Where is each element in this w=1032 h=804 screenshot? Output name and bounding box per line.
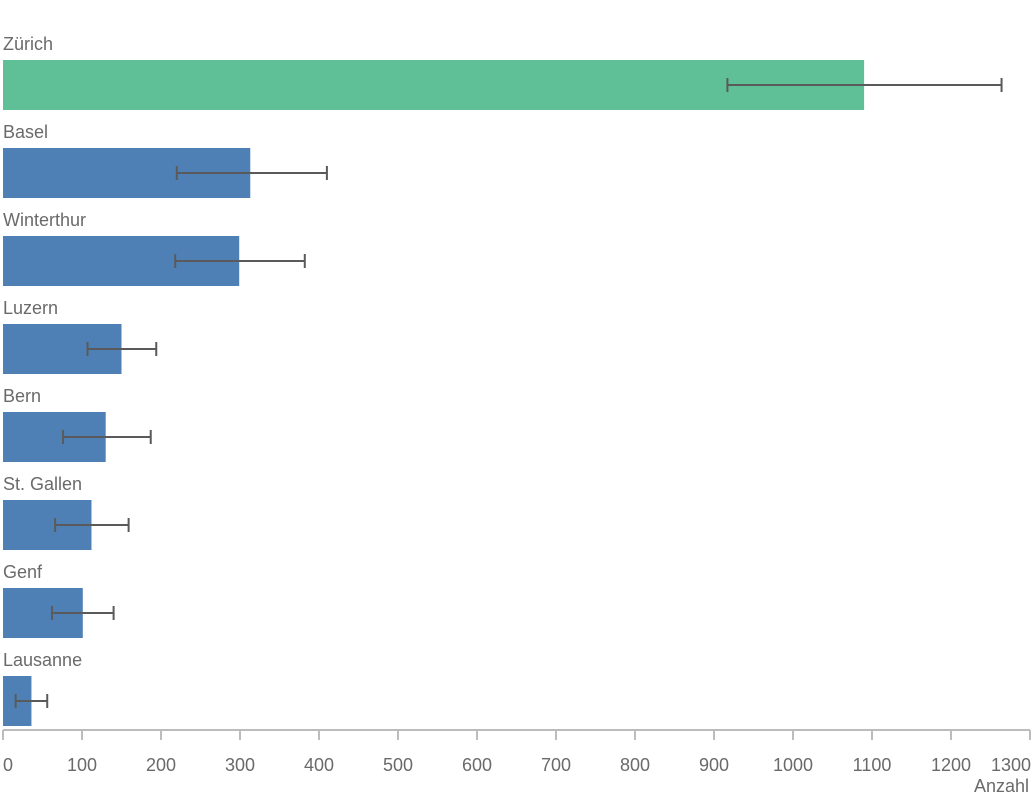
x-tick-label: 900 [699,755,729,775]
x-tick-label: 1300 [991,755,1031,775]
x-axis-title: Anzahl [974,776,1029,796]
x-tick-label: 100 [67,755,97,775]
category-label: Genf [3,562,43,582]
x-tick-label: 800 [620,755,650,775]
x-tick-label: 1100 [853,755,892,775]
x-tick-label: 1200 [931,755,971,775]
bar-row: Bern [3,386,152,462]
bar-row: Genf [3,562,115,638]
x-tick-label: 600 [462,755,492,775]
category-label: Basel [3,122,48,142]
x-tick-label: 200 [146,755,176,775]
bars-group: Zürich Basel Winterthur Luzern Bern St. Galle… [3,34,1003,726]
category-label: Luzern [3,298,58,318]
x-tick-label: 1000 [773,755,813,775]
category-label: Lausanne [3,650,82,670]
error-bar [175,166,328,180]
x-tick-label: 700 [541,755,571,775]
bar-row: St. Gallen [3,474,130,550]
error-bar [174,254,306,268]
bar-row: Zürich [3,34,1003,110]
category-label: Zürich [3,34,53,54]
error-bar [54,518,130,532]
error-bar [62,430,152,444]
x-tick-label: 400 [304,755,334,775]
error-bar [726,78,1003,92]
bar-row: Lausanne [3,650,82,726]
x-tick-label: 0 [3,755,13,775]
category-label: Winterthur [3,210,86,230]
category-label: Bern [3,386,41,406]
x-tick-label: 500 [383,755,413,775]
error-bar [50,606,115,620]
bar-row: Luzern [3,298,158,374]
category-label: St. Gallen [3,474,82,494]
error-bar [86,342,158,356]
bar [3,60,865,110]
bar-row: Winterthur [3,210,306,286]
bar-row: Basel [3,122,328,198]
x-tick-label: 300 [225,755,255,775]
error-bar [14,694,49,708]
x-axis: 0 100 200 300 400 500 600 700 800 900 1000 1100 1200… [2,729,1031,775]
